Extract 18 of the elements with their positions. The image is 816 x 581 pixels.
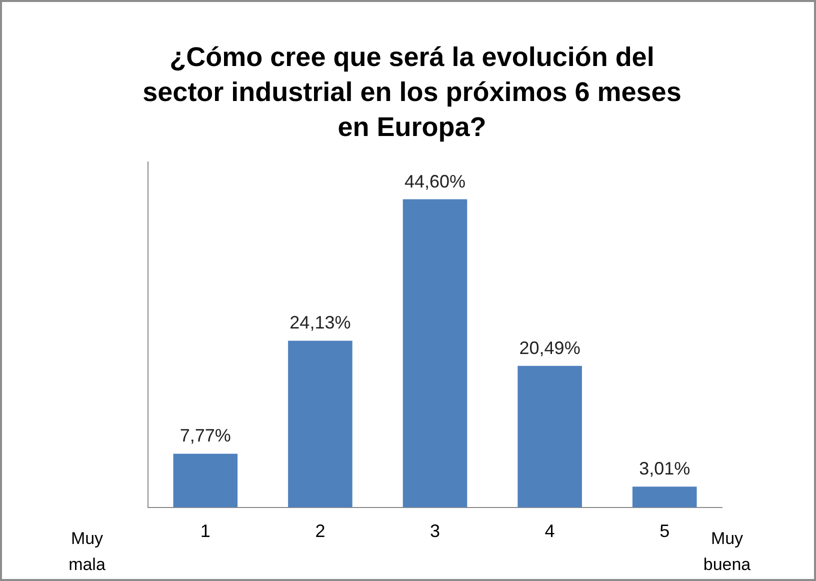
data-label: 20,49% — [519, 338, 580, 358]
x-tick-label: 2 — [315, 521, 326, 542]
bar — [173, 454, 238, 508]
data-label: 24,13% — [290, 312, 351, 333]
bar — [402, 199, 468, 508]
chart-title: ¿Cómo cree que será la evolución del sector industrial en los próximos 6 meses en Europa? — [142, 41, 682, 144]
x-tick-label: 4 — [544, 521, 555, 542]
text: Muy buena — [702, 528, 752, 576]
x-tick-label: 5 — [660, 521, 670, 542]
data-label: 3,01% — [639, 458, 690, 479]
x-tick-label: 1 — [200, 521, 210, 542]
data-label: 44,60% — [404, 171, 466, 192]
data-label: 7,77% — [180, 426, 231, 446]
bar — [288, 340, 352, 508]
x-tick-label: 3 — [430, 521, 440, 542]
text: Muy mala — [68, 528, 106, 576]
bar — [632, 486, 697, 508]
bar — [518, 366, 582, 508]
